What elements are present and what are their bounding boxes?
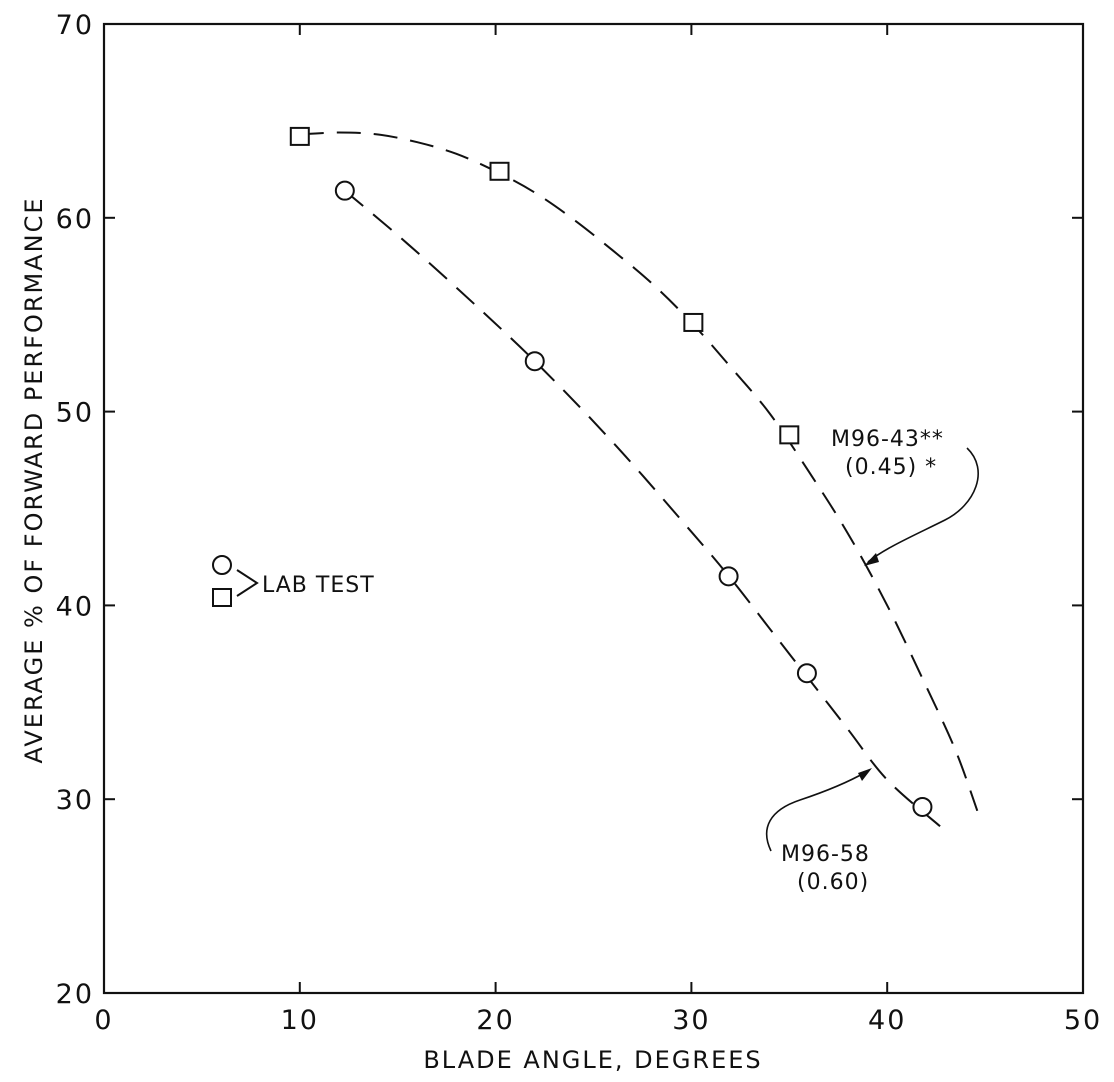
annotation-m96-58-leader [765, 771, 867, 852]
square-marker [683, 312, 704, 332]
fit-curves [299, 131, 979, 828]
x-tick-label: 0 [94, 1005, 113, 1036]
legend-circle-marker [212, 555, 232, 575]
fit-curve-circle [344, 189, 941, 828]
circle-marker [718, 566, 739, 587]
circle-marker [524, 351, 545, 372]
y-tick-label: 40 [56, 591, 94, 622]
circle-marker [796, 663, 817, 684]
plot-frame [102, 22, 1085, 995]
square-marker [489, 161, 510, 181]
tick-labels: 0 10 20 30 40 50 20 30 40 50 60 70 [56, 10, 1102, 1036]
annotation-m96-43-arrowhead [864, 553, 879, 566]
y-tick-label: 60 [56, 204, 94, 235]
axis-ticks [104, 24, 1083, 993]
x-tick-label: 20 [476, 1005, 514, 1036]
annotation-m96-43-line2: (0.45) * [845, 455, 937, 480]
y-tick-label: 20 [56, 979, 94, 1010]
circle-marker [334, 180, 355, 201]
legend-square-marker [212, 588, 232, 607]
circle-marker [912, 796, 933, 817]
annotation-m96-58-line2: (0.60) [797, 870, 869, 895]
square-marker [779, 425, 800, 445]
x-tick-label: 10 [281, 1005, 319, 1036]
annotation-m96-58-arrowhead [858, 768, 872, 781]
annotation-m96-43: M96-43** (0.45) * [831, 427, 979, 566]
y-tick-label: 30 [56, 785, 94, 816]
x-axis-label: BLADE ANGLE, DEGREES [423, 1046, 762, 1074]
y-tick-label: 50 [56, 398, 94, 429]
annotation-m96-58: M96-58 (0.60) [765, 768, 872, 895]
x-tick-label: 50 [1064, 1005, 1102, 1036]
fit-curve-square [299, 131, 979, 812]
data-markers [289, 126, 933, 817]
square-marker [289, 126, 310, 146]
x-tick-label: 30 [672, 1005, 710, 1036]
annotation-m96-58-line1: M96-58 [781, 842, 870, 867]
legend-brace [236, 569, 259, 597]
x-tick-label: 40 [868, 1005, 906, 1036]
annotation-m96-43-leader [867, 447, 979, 563]
legend-label: LAB TEST [262, 573, 375, 598]
y-tick-label: 70 [56, 10, 94, 41]
legend: LAB TEST [212, 555, 375, 607]
y-axis-label: AVERAGE % OF FORWARD PERFORMANCE [20, 196, 48, 763]
annotation-m96-43-line1: M96-43** [831, 427, 944, 452]
